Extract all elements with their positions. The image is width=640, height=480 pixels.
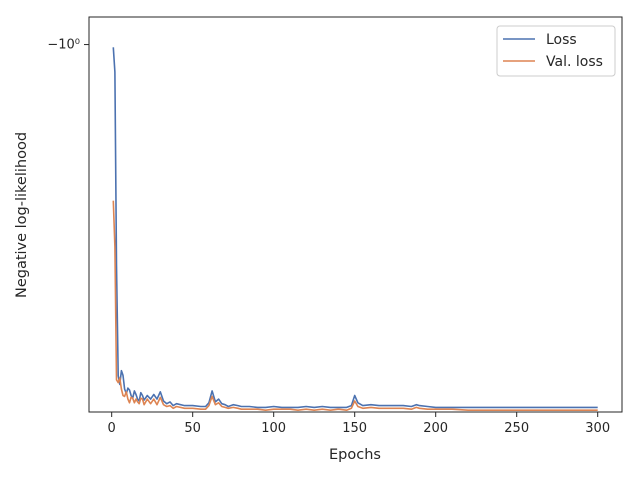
x-tick-label: 300: [585, 421, 610, 436]
plot-area: [89, 17, 622, 412]
x-tick-label: 150: [342, 421, 367, 436]
series-line-loss: [112, 47, 598, 409]
legend-label-val-loss: Val. loss: [546, 54, 603, 70]
y-axis-label: Negative log-likelihood: [14, 132, 30, 298]
series-layer: [112, 47, 598, 412]
x-tick-label: 50: [184, 421, 201, 436]
x-tick-label: 100: [261, 421, 286, 436]
legend-label-loss: Loss: [546, 32, 577, 48]
x-axis-label: Epochs: [329, 447, 381, 463]
legend: Loss Val. loss: [496, 25, 616, 77]
y-tick-label: −10⁰: [47, 38, 80, 53]
series-line-val-loss: [112, 200, 598, 412]
y-axis-ticks: −10⁰: [47, 38, 89, 53]
plot-frame: [88, 16, 623, 413]
x-axis-ticks: 0 50 100 150 200 250 300: [108, 412, 610, 436]
x-tick-label: 200: [423, 421, 448, 436]
x-tick-label: 250: [504, 421, 529, 436]
x-tick-label: 0: [108, 421, 116, 436]
